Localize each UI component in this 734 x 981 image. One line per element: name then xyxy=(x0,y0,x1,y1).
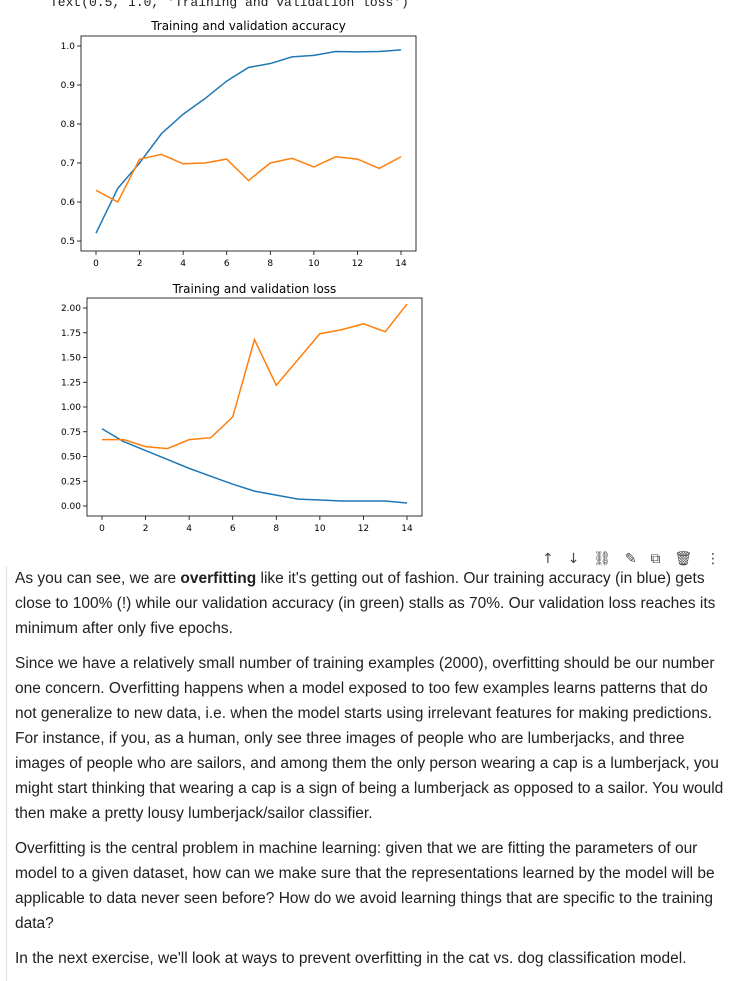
series-line-1 xyxy=(101,428,408,504)
chart-title: Training and validation loss xyxy=(172,282,337,296)
x-tick-label: 10 xyxy=(308,259,320,269)
series-line-1 xyxy=(95,49,402,234)
y-tick-label: 0.8 xyxy=(61,120,76,130)
series-line-2 xyxy=(102,303,408,450)
y-tick-label: 2.00 xyxy=(61,304,81,314)
paragraph-1-start: As you can see, we are xyxy=(15,570,181,587)
x-tick-label: 0 xyxy=(93,259,99,269)
paragraph-1-end: like it's getting out of fashion. Our tr… xyxy=(15,570,716,637)
link-icon[interactable]: ⛓ xyxy=(593,551,611,567)
paragraph-1-bold: overfitting xyxy=(180,570,257,587)
x-tick-label: 12 xyxy=(352,259,363,269)
x-tick-label: 6 xyxy=(224,259,230,269)
x-tick-label: 8 xyxy=(273,524,279,534)
y-tick-label: 0.75 xyxy=(61,428,81,438)
x-tick-label: 2 xyxy=(137,259,143,269)
plot-frame xyxy=(80,35,417,252)
loss-chart: Training and validation loss 0 2 4 6 8 10 12 14 0… xyxy=(61,282,423,534)
paragraph-1: As you can see, we are overfitting like … xyxy=(15,566,731,641)
cell-toolbar: ↑ ↓ ⛓ ✎ ⧉ 🗑 ⋮ xyxy=(535,548,727,570)
x-tick-label: 6 xyxy=(230,524,236,534)
y-tick-label: 0.50 xyxy=(61,453,81,463)
output-text: Text(0.5, 1.0, 'Training and validation … xyxy=(50,0,409,10)
x-tick-label: 10 xyxy=(314,524,326,534)
move-up-icon[interactable]: ↑ xyxy=(541,551,554,567)
x-tick-label: 14 xyxy=(395,259,407,269)
y-tick-label: 1.25 xyxy=(61,378,81,388)
paragraph-3: Overfitting is the central problem in ma… xyxy=(15,840,715,932)
more-options-icon[interactable]: ⋮ xyxy=(706,551,721,567)
chart-title: Training and validation accuracy xyxy=(150,19,346,33)
x-tick-label: 4 xyxy=(180,259,186,269)
y-tick-label: 0.25 xyxy=(61,477,81,487)
x-tick-label: 14 xyxy=(401,524,413,534)
x-tick-label: 2 xyxy=(143,524,149,534)
text-cell[interactable]: As you can see, we are overfitting like … xyxy=(6,566,734,981)
paragraph-2: Since we have a relatively small number … xyxy=(15,655,724,822)
move-down-icon[interactable]: ↓ xyxy=(567,551,580,567)
mirror-cell-icon[interactable]: ⧉ xyxy=(650,551,661,567)
y-tick-label: 0.00 xyxy=(61,502,81,512)
y-tick-label: 0.6 xyxy=(61,198,76,208)
y-tick-label: 0.9 xyxy=(61,81,76,91)
delete-icon[interactable]: 🗑 xyxy=(674,551,693,567)
x-tick-label: 12 xyxy=(358,524,369,534)
x-tick-label: 8 xyxy=(267,259,273,269)
y-tick-label: 0.7 xyxy=(61,159,75,169)
accuracy-chart: Training and validation accuracy 0 2 4 6 8 10 1… xyxy=(61,19,417,269)
y-tick-label: 1.00 xyxy=(61,403,81,413)
x-tick-label: 0 xyxy=(99,524,105,534)
series-line-2 xyxy=(95,153,402,204)
paragraph-4: In the next exercise, we'll look at ways… xyxy=(15,950,687,967)
plot-frame xyxy=(86,297,423,517)
y-tick-label: 1.75 xyxy=(61,329,81,339)
y-tick-label: 1.0 xyxy=(61,42,76,52)
y-tick-label: 1.50 xyxy=(61,354,81,364)
y-tick-label: 0.5 xyxy=(61,237,75,247)
x-tick-label: 4 xyxy=(186,524,192,534)
edit-icon[interactable]: ✎ xyxy=(624,551,637,567)
